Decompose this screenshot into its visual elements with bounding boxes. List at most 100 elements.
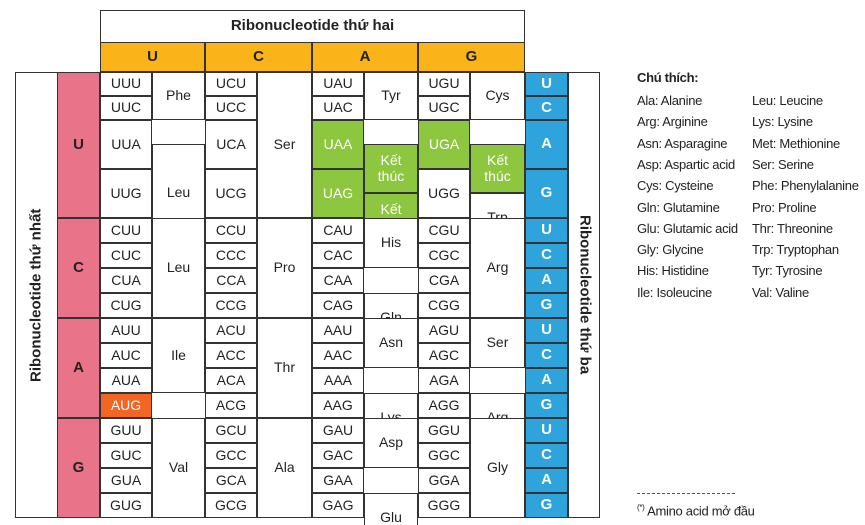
codon: GCC [205,443,257,468]
footnote-rule [637,493,735,494]
codon: GUU [100,418,152,443]
legend-item: Asn: Asparagine [637,135,728,151]
amino-acid: Ser [257,72,312,218]
legend-item: Gly: Glycine [637,242,704,258]
codon: UGA [418,120,470,169]
amino-acid: Leu [152,218,205,318]
codon: CAG [312,293,364,318]
third-base: U [525,318,568,343]
first-base: U [57,72,100,218]
second-base: A [312,42,418,72]
codon: UAG [312,169,364,218]
amino-acid: Phe [152,72,205,120]
codon: GUC [100,443,152,468]
legend-title: Chú thích: [637,70,699,85]
legend-item: Ser: Serine [752,156,814,172]
legend-item: Val: Valine [752,284,809,300]
third-base: G [525,493,568,518]
codon: UGC [418,96,470,120]
codon: UUA [100,120,152,169]
codon: CUU [100,218,152,243]
first-base: C [57,218,100,318]
codon: UCC [205,96,257,120]
amino-acid: Val [152,418,205,518]
legend-item: Leu: Leucine [752,93,823,108]
third-base: C [525,443,568,468]
legend-item: Pro: Proline [752,199,817,215]
codon: GUG [100,493,152,518]
third-base: G [525,169,568,218]
amino-acid: Cys [470,72,525,120]
codon: CCA [205,268,257,293]
amino-acid: Asn [364,318,418,368]
amino-acid: Tyr [364,72,418,120]
legend-item: Cys: Cysteine [637,178,714,194]
codon: GGG [418,493,470,518]
codon: AUU [100,318,152,343]
codon: GCU [205,418,257,443]
codon: AUG [100,393,152,418]
second-base: G [418,42,525,72]
codon: CGA [418,268,470,293]
third-base: G [525,393,568,418]
codon: CCU [205,218,257,243]
codon: AGG [418,393,470,418]
codon: AAC [312,343,364,368]
codon: GAG [312,493,364,518]
legend-item: Ile: Isoleucine [637,284,712,300]
codon: CGG [418,293,470,318]
third-base: U [525,218,568,243]
codon: AAU [312,318,364,343]
legend-item: Asp: Aspartic acid [637,156,735,172]
codon: UGG [418,169,470,218]
third-base: U [525,418,568,443]
legend-item: Thr: Threonine [752,220,833,236]
first-label-text: Ribonucleotide thứ nhất [27,208,45,382]
codon: CCG [205,293,257,318]
codon: GAC [312,443,364,468]
codon: ACA [205,368,257,393]
codon: CAC [312,243,364,268]
second-base: U [100,42,205,72]
codon: GUA [100,468,152,493]
codon: ACU [205,318,257,343]
codon: AUC [100,343,152,368]
third-base: C [525,343,568,368]
third-base: C [525,243,568,268]
codon: AAG [312,393,364,418]
footnote-text: Amino acid mở đầu [644,503,755,519]
amino-acid: Kết thúc [364,144,418,193]
footnote: (*) Amino acid mở đầu [637,503,837,521]
codon: UUG [100,169,152,218]
codon: UUU [100,72,152,96]
codon: AGC [418,343,470,368]
codon: UCA [205,120,257,169]
codon: GGU [418,418,470,443]
third-base: A [525,368,568,393]
codon: UGU [418,72,470,96]
third-base: C [525,96,568,120]
codon: AAA [312,368,364,393]
third-base: A [525,120,568,169]
amino-acid: Pro [257,218,312,318]
codon: CAU [312,218,364,243]
codon: GAA [312,468,364,493]
codon: UUC [100,96,152,120]
codon: CGC [418,243,470,268]
codon: GAU [312,418,364,443]
legend-item: Glu: Glutamic acid [637,220,738,236]
codon: CUG [100,293,152,318]
first-base: A [57,318,100,418]
codon: ACC [205,343,257,368]
amino-acid: Asp [364,418,418,468]
third-base: A [525,468,568,493]
codon: CCC [205,243,257,268]
third-base: U [525,72,568,96]
codon: AGA [418,368,470,393]
codon: UAA [312,120,364,169]
legend-item: Ala: Alanine [637,93,703,108]
codon: CUC [100,243,152,268]
codon: UAU [312,72,364,96]
codon: GGC [418,443,470,468]
